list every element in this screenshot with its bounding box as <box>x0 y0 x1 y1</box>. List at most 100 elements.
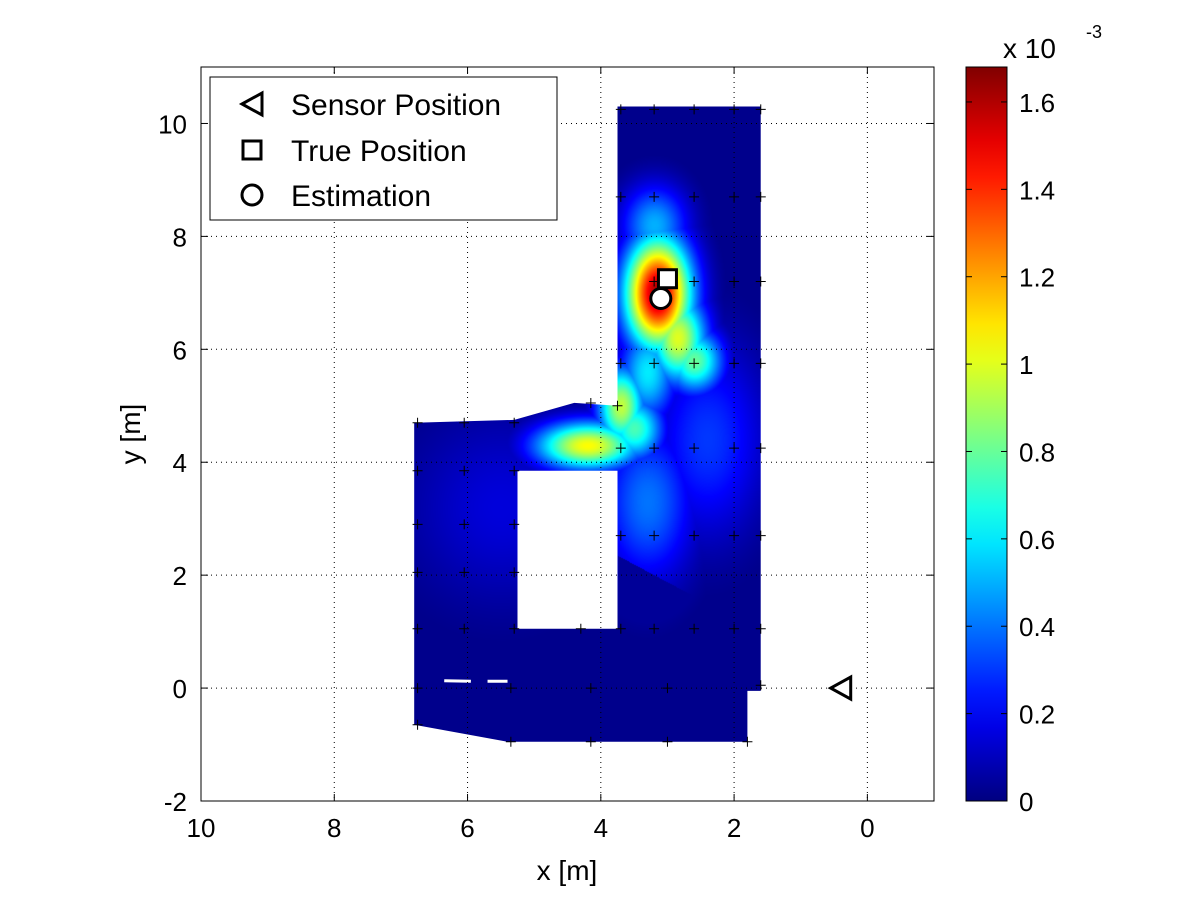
x-tick-label: 4 <box>594 813 608 843</box>
colorbar-tick-label: 1 <box>1019 350 1033 380</box>
grid-point-marker <box>575 623 586 634</box>
grid-point-marker <box>459 465 470 476</box>
colorbar-tick-label: 0.2 <box>1019 700 1055 730</box>
grid-point-marker <box>689 358 700 369</box>
grid-point-marker <box>615 530 626 541</box>
grid-point-marker <box>412 719 423 730</box>
x-tick-label: 8 <box>327 813 341 843</box>
grid-point-marker <box>615 443 626 454</box>
y-tick-label: 8 <box>173 222 187 252</box>
colorbar-tick-label: 0.4 <box>1019 612 1055 642</box>
grid-point-markers <box>412 104 766 747</box>
axes-frame <box>200 66 935 802</box>
grid-point-marker <box>689 104 700 115</box>
grid-point-marker <box>649 191 660 202</box>
legend-label-true: True Position <box>291 135 467 168</box>
grid-point-marker <box>615 358 626 369</box>
colorbar-tick-label: 1.2 <box>1019 263 1055 293</box>
y-axis-label: y [m] <box>115 404 146 465</box>
grid-point-marker <box>689 530 700 541</box>
dash-segments <box>444 679 508 683</box>
legend-label-sensor: Sensor Position <box>291 89 501 122</box>
grid-point-marker <box>689 191 700 202</box>
data-points <box>649 268 853 702</box>
grid-point-marker <box>412 683 423 694</box>
grid-point-marker <box>585 683 596 694</box>
grid-point-marker <box>742 736 753 747</box>
grid-point-marker <box>615 104 626 115</box>
grid-point-marker <box>755 358 766 369</box>
grid-point-marker <box>689 443 700 454</box>
grid-point-marker <box>649 443 660 454</box>
grid-point-marker <box>459 417 470 428</box>
grid-point-marker <box>662 683 673 694</box>
grid-point-marker <box>729 104 740 115</box>
grid-point-marker <box>459 623 470 634</box>
legend: Sensor Position True Position Estimation <box>209 76 558 221</box>
grid-point-marker <box>615 623 626 634</box>
grid-point-marker <box>755 443 766 454</box>
legend-label-estimation: Estimation <box>291 180 431 213</box>
grid-point-marker <box>459 519 470 530</box>
grid-point-marker <box>755 276 766 287</box>
legend-circle-marker <box>240 183 264 207</box>
grid-point-marker <box>459 567 470 578</box>
grid-point-marker <box>729 623 740 634</box>
grid-point-marker <box>729 276 740 287</box>
grid-point-marker <box>662 736 673 747</box>
grid-point-marker <box>755 530 766 541</box>
legend-square-marker <box>241 139 263 161</box>
y-tick-label: 0 <box>173 674 187 704</box>
grid-point-marker <box>755 623 766 634</box>
colorbar: 0 0.2 0.4 0.6 0.8 1 1.2 1.4 1.6 x 10 -3 <box>965 22 1102 817</box>
grid-point-marker <box>729 443 740 454</box>
colorbar-tick-label: 1.4 <box>1019 175 1055 205</box>
grid-point-marker <box>649 623 660 634</box>
colorbar-ticks: 0 0.2 0.4 0.6 0.8 1 1.2 1.4 1.6 <box>966 88 1055 817</box>
colorbar-tick-label: 0.6 <box>1019 525 1055 555</box>
grid-point-marker <box>755 680 766 691</box>
grid-point-marker <box>612 400 623 411</box>
grid-point-marker <box>755 191 766 202</box>
grid-point-marker <box>729 530 740 541</box>
grid-point-marker <box>649 104 660 115</box>
colorbar-tick-label: 0 <box>1019 787 1033 817</box>
sensor-position-triangle <box>827 674 853 702</box>
dash-segment-0 <box>444 679 471 683</box>
grid-point-marker <box>509 465 520 476</box>
grid-point-marker <box>649 530 660 541</box>
grid-point-marker <box>412 519 423 530</box>
grid-point-marker <box>412 567 423 578</box>
grid-point-marker <box>585 397 596 408</box>
x-tick-label: 0 <box>860 813 874 843</box>
y-tick-label: 10 <box>158 109 187 139</box>
grid-point-marker <box>615 191 626 202</box>
colorbar-gradient <box>965 66 1008 802</box>
true-position-square <box>656 268 678 290</box>
x-ticks: 10 8 6 4 2 0 <box>187 67 875 843</box>
x-axis-label: x [m] <box>537 855 598 886</box>
grid-point-marker <box>412 465 423 476</box>
y-tick-label: 2 <box>173 561 187 591</box>
grid-point-marker <box>729 191 740 202</box>
x-tick-label: 6 <box>460 813 474 843</box>
grid-point-marker <box>412 623 423 634</box>
grid-point-marker <box>505 683 516 694</box>
grid-point-marker <box>649 358 660 369</box>
obstacle-hole <box>517 470 618 629</box>
colorbar-tick-label: 1.6 <box>1019 88 1055 118</box>
y-tick-label: 6 <box>173 335 187 365</box>
grid-point-marker <box>729 358 740 369</box>
grid-point-marker <box>509 417 520 428</box>
grid-point-marker <box>509 623 520 634</box>
grid-point-marker <box>509 567 520 578</box>
y-tick-label: 4 <box>173 448 187 478</box>
legend-triangle-marker <box>238 90 264 118</box>
y-ticks: -2 0 2 4 6 8 10 <box>158 109 934 817</box>
grid-point-marker <box>585 736 596 747</box>
colorbar-tick-label: 0.8 <box>1019 437 1055 467</box>
y-tick-label: -2 <box>164 787 187 817</box>
grid-point-marker <box>689 623 700 634</box>
colorbar-exponent-base: x 10 <box>1003 33 1056 64</box>
